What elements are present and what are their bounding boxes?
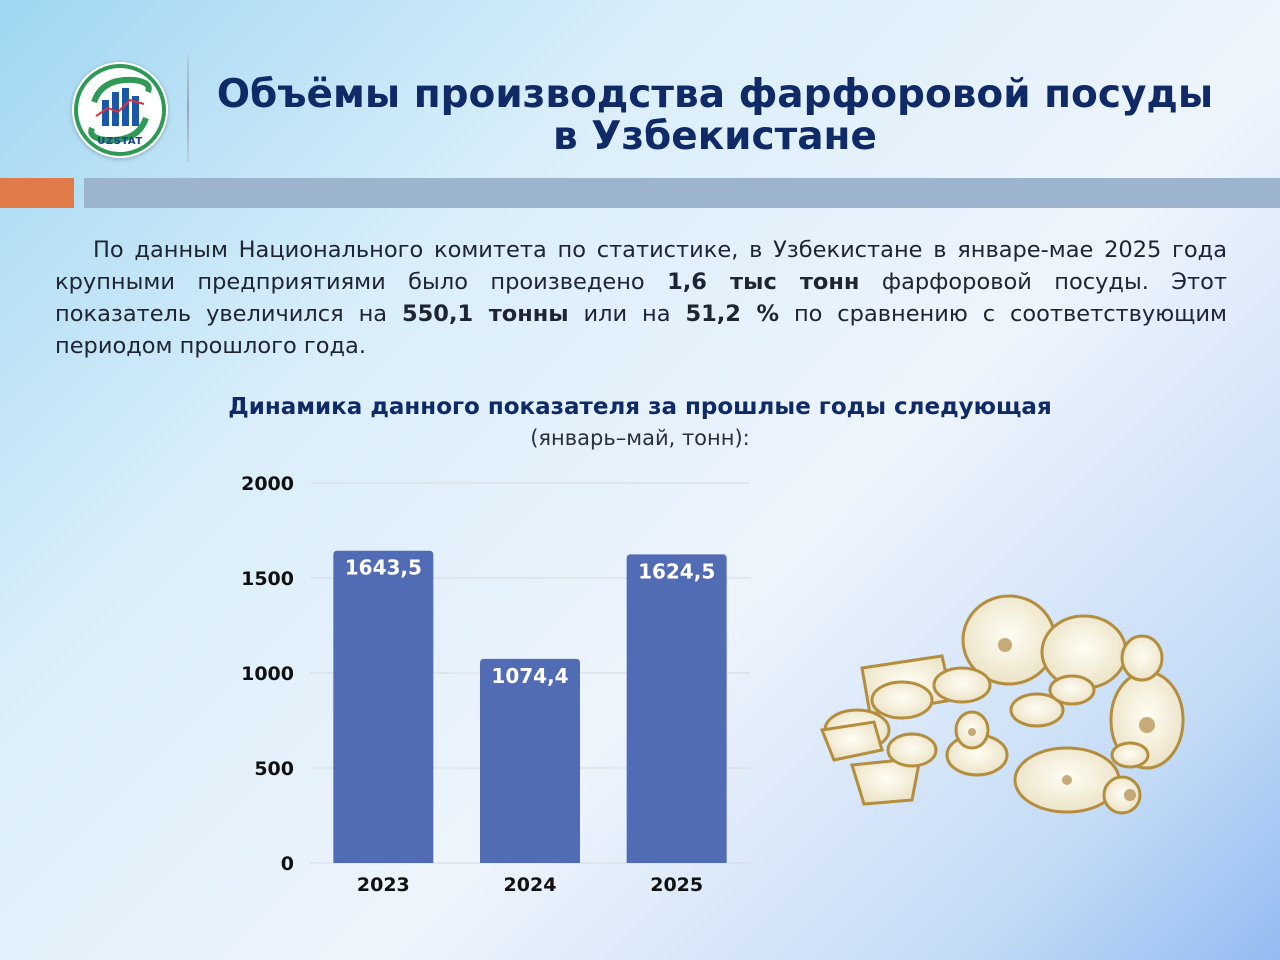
intro-paragraph: По данным Национального комитета по стат… [55,234,1227,362]
bar [626,554,727,863]
y-tick-label: 1500 [241,568,294,590]
intro-text-2: фарфоровой посуды. Этот показатель увели… [55,269,1227,327]
data-label: 1074,4 [491,664,568,688]
data-label: 1624,5 [638,559,715,583]
header-divider [187,54,189,162]
bar [333,550,434,863]
intro-text-1: По данным Национального комитета по стат… [55,237,1227,295]
logo-emblem-icon [74,64,166,156]
chart-title: Динамика данного показателя за прошлые г… [228,394,1052,420]
x-tick-label: 2024 [504,874,557,896]
intro-highlight-percent: 51,2 % [685,301,780,327]
data-label: 1643,5 [345,556,422,580]
accent-bar-blue [84,178,1280,208]
intro-highlight-increase: 550,1 тонны [401,301,569,327]
page-title: Объёмы производства фарфоровой посуды в … [200,74,1230,158]
page-title-line2: в Узбекистане [553,114,877,159]
y-tick-label: 0 [281,853,294,875]
intro-text-3: или на [568,301,686,327]
page-title-line1: Объёмы производства фарфоровой посуды [216,72,1214,117]
chart-subtitle: (январь–май, тонн): [530,426,750,450]
x-tick-label: 2023 [357,874,410,896]
bar-chart: 0 500 1000 1500 2000 1643,5 2023 1074,4 2024 1624… [241,473,750,896]
y-tick-label: 500 [254,758,294,780]
bar [480,658,580,863]
y-tick-label: 1000 [241,663,294,685]
uzstat-logo: UZSTAT [72,62,168,158]
x-tick-label: 2025 [650,874,703,896]
intro-text-4: по сравнению с соответствующим периодом … [55,301,1227,359]
y-tick-label: 2000 [241,473,294,495]
intro-highlight-volume: 1,6 тыс тонн [667,269,860,295]
accent-bar-orange [0,178,74,208]
porcelain-dinnerware-set-icon [819,594,1185,815]
logo-text: UZSTAT [97,136,143,147]
